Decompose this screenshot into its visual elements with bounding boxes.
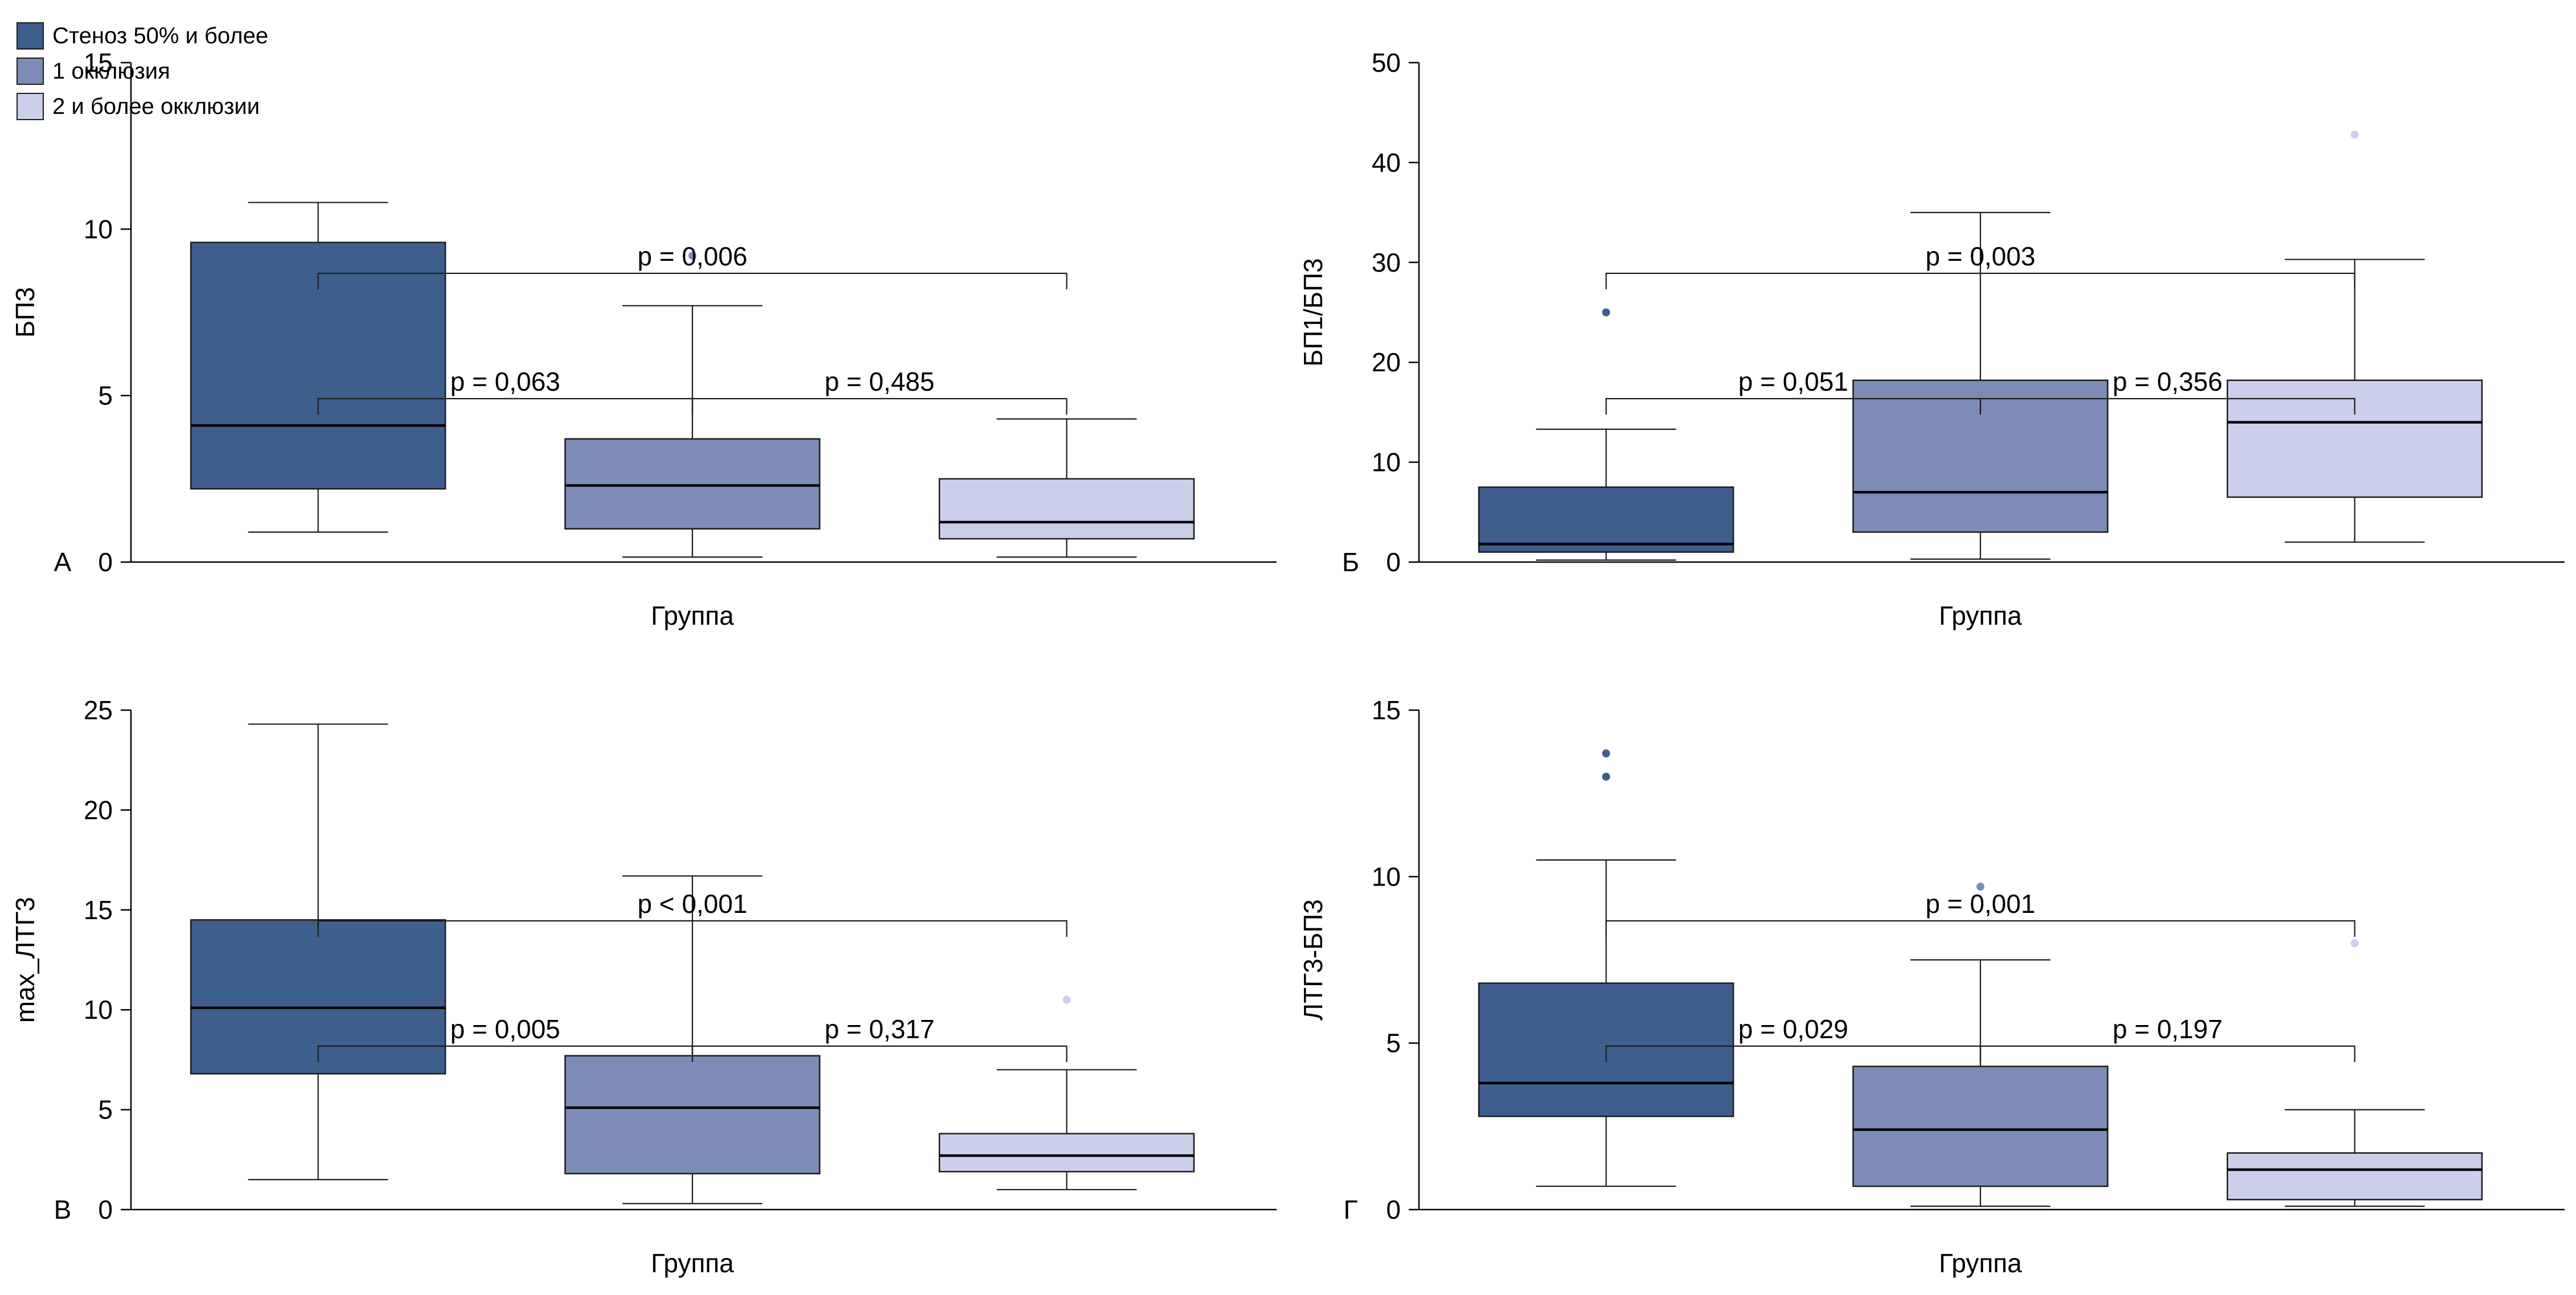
svg-text:15: 15 <box>1372 695 1401 725</box>
svg-text:Группа: Группа <box>1939 601 2022 630</box>
svg-text:А: А <box>54 547 72 577</box>
svg-text:p = 0,485: p = 0,485 <box>825 367 934 396</box>
svg-text:10: 10 <box>84 214 113 244</box>
svg-text:ЛТГ3-БП3: ЛТГ3-БП3 <box>1298 899 1328 1021</box>
svg-text:Г: Г <box>1344 1195 1358 1224</box>
svg-text:p < 0,001: p < 0,001 <box>637 889 747 919</box>
svg-text:20: 20 <box>1372 347 1401 377</box>
svg-text:2 и более окклюзии: 2 и более окклюзии <box>52 94 260 119</box>
svg-text:10: 10 <box>84 995 113 1024</box>
svg-text:Группа: Группа <box>651 601 734 630</box>
svg-text:5: 5 <box>98 381 113 411</box>
svg-text:p = 0,356: p = 0,356 <box>2113 367 2222 396</box>
svg-text:p = 0,051: p = 0,051 <box>1738 367 1848 396</box>
svg-text:0: 0 <box>98 1195 113 1224</box>
svg-text:5: 5 <box>98 1095 113 1125</box>
svg-text:p = 0,197: p = 0,197 <box>2113 1014 2222 1044</box>
svg-text:БП3: БП3 <box>10 287 40 338</box>
svg-text:Б: Б <box>1342 547 1359 577</box>
svg-text:p = 0,317: p = 0,317 <box>825 1014 934 1044</box>
svg-text:5: 5 <box>1386 1028 1401 1058</box>
svg-text:20: 20 <box>84 795 113 825</box>
svg-text:50: 50 <box>1372 48 1401 77</box>
svg-text:0: 0 <box>1386 1195 1401 1224</box>
svg-text:В: В <box>54 1195 72 1224</box>
svg-text:0: 0 <box>98 547 113 577</box>
svg-text:10: 10 <box>1372 862 1401 891</box>
svg-text:15: 15 <box>84 895 113 925</box>
svg-text:15: 15 <box>84 48 113 77</box>
svg-text:p = 0,003: p = 0,003 <box>1925 241 2035 271</box>
svg-text:p = 0,006: p = 0,006 <box>637 241 747 271</box>
svg-text:10: 10 <box>1372 448 1401 477</box>
svg-text:max_ЛТГ3: max_ЛТГ3 <box>10 897 40 1023</box>
svg-text:Группа: Группа <box>651 1248 734 1278</box>
svg-text:0: 0 <box>1386 547 1401 577</box>
svg-text:p = 0,005: p = 0,005 <box>450 1014 560 1044</box>
svg-text:p = 0,063: p = 0,063 <box>450 367 560 396</box>
svg-text:Группа: Группа <box>1939 1248 2022 1278</box>
svg-text:Стеноз 50% и более: Стеноз 50% и более <box>52 23 268 48</box>
svg-text:БП1/БП3: БП1/БП3 <box>1298 258 1328 366</box>
svg-text:p = 0,001: p = 0,001 <box>1925 889 2035 919</box>
svg-text:40: 40 <box>1372 147 1401 177</box>
svg-text:30: 30 <box>1372 248 1401 277</box>
svg-text:p = 0,029: p = 0,029 <box>1738 1014 1848 1044</box>
svg-text:25: 25 <box>84 695 113 725</box>
